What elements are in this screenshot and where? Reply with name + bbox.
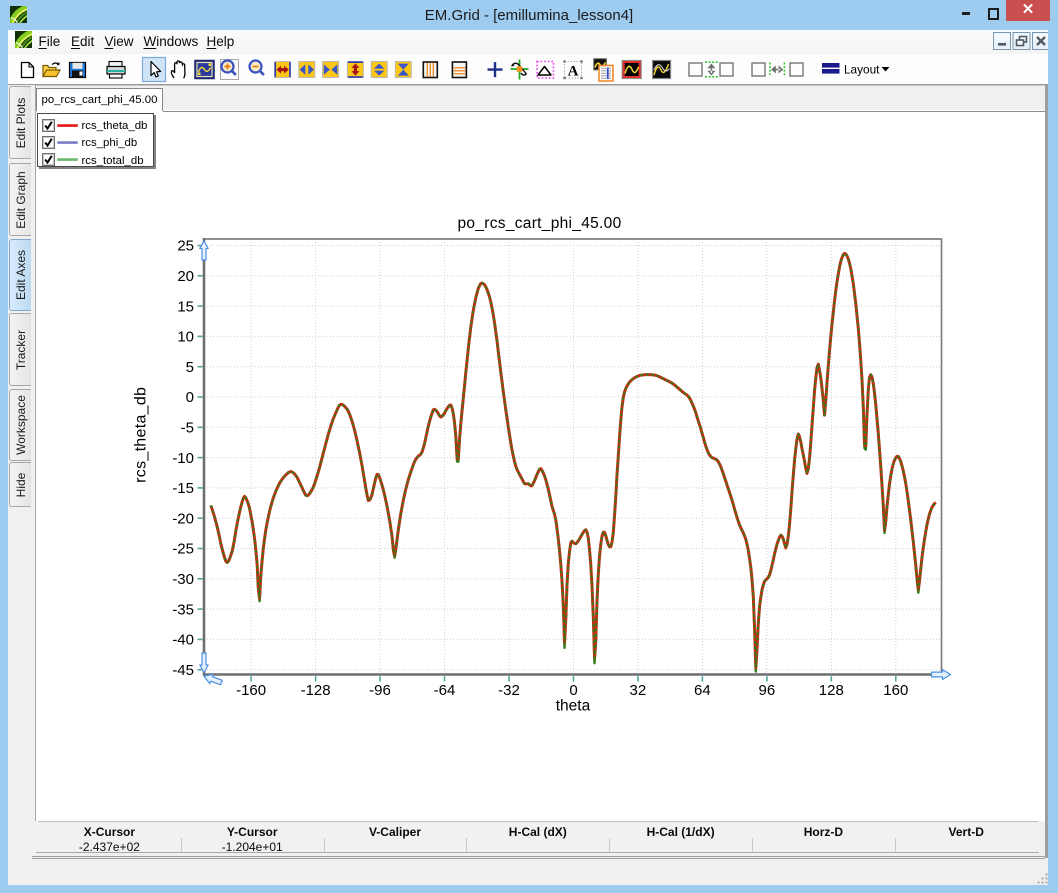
svg-text:-35: -35: [172, 601, 194, 618]
svg-text:-40: -40: [172, 632, 194, 649]
svg-text:-96: -96: [369, 682, 391, 699]
svg-text:160: 160: [883, 682, 908, 699]
svg-text:64: 64: [694, 682, 711, 699]
svg-text:po_rcs_cart_phi_45.00: po_rcs_cart_phi_45.00: [458, 215, 622, 232]
svg-text:5: 5: [186, 359, 194, 376]
svg-text:32: 32: [630, 682, 647, 699]
svg-text:0: 0: [569, 682, 577, 699]
svg-text:15: 15: [177, 298, 194, 315]
svg-text:-45: -45: [172, 662, 194, 679]
svg-text:-25: -25: [172, 541, 194, 558]
svg-text:-10: -10: [172, 450, 194, 467]
svg-text:-5: -5: [181, 420, 194, 437]
svg-text:A: A: [568, 64, 579, 80]
svg-text:20: 20: [177, 268, 194, 285]
svg-text:Layout: Layout: [844, 63, 880, 77]
svg-text:-30: -30: [172, 571, 194, 588]
svg-text:96: 96: [759, 682, 776, 699]
svg-text:-15: -15: [172, 480, 194, 497]
svg-text:-32: -32: [498, 682, 520, 699]
svg-text:10: 10: [177, 329, 194, 346]
svg-text:25: 25: [177, 238, 194, 255]
svg-text:theta: theta: [556, 698, 591, 715]
svg-text:-20: -20: [172, 510, 194, 527]
svg-text:0: 0: [186, 389, 194, 406]
svg-text:-160: -160: [236, 682, 266, 699]
svg-text:rcs_theta_db: rcs_theta_db: [133, 387, 150, 483]
svg-text:128: 128: [819, 682, 844, 699]
svg-text:-64: -64: [434, 682, 456, 699]
svg-text:-128: -128: [301, 682, 331, 699]
